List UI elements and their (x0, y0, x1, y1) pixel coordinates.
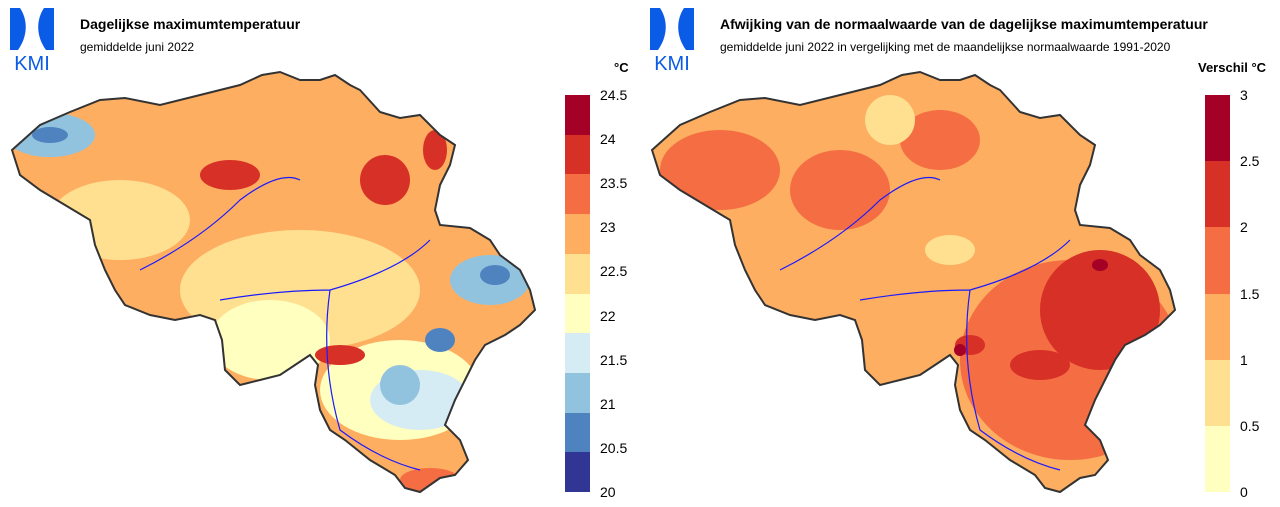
legend-tick-label: 1.5 (1240, 285, 1260, 302)
legend-tick-label: 24.5 (600, 87, 628, 103)
legend-tick-label: 23 (600, 219, 616, 236)
color-legend (565, 95, 590, 493)
right-panel: KMI Afwijking van de normaalwaarde van d… (640, 0, 1280, 507)
legend-tick-label: 2.5 (1240, 153, 1260, 170)
legend-tick-label: 21.5 (600, 351, 628, 368)
legend-swatch (565, 293, 590, 334)
legend-swatch (1205, 425, 1230, 493)
legend-tick-label: 22 (600, 307, 616, 324)
legend-swatch (565, 452, 590, 493)
legend-swatch (565, 253, 590, 294)
legend-swatch (565, 134, 590, 175)
legend-swatch (1205, 293, 1230, 360)
svg-text:KMI: KMI (14, 53, 50, 72)
legend-swatch (565, 412, 590, 453)
legend-swatch (1205, 359, 1230, 426)
legend-tick-label: 1 (1240, 351, 1248, 368)
legend-swatch (1205, 95, 1230, 162)
map-title: Afwijking van de normaalwaarde van de da… (720, 16, 1208, 32)
legend-unit: °C (614, 60, 629, 75)
legend-tick-label: 21 (600, 395, 616, 412)
kmi-logo: KMI (650, 8, 694, 72)
legend-tick-label: 20 (600, 484, 616, 500)
legend-swatch (565, 95, 590, 135)
color-legend (1205, 95, 1230, 493)
legend-tick-label: 23.5 (600, 175, 628, 192)
map-subtitle: gemiddelde juni 2022 in vergelijking met… (720, 40, 1171, 54)
legend-unit: Verschil °C (1198, 60, 1267, 75)
left-panel: KMI Dagelijkse maximumtemperatuur gemidd… (10, 8, 629, 500)
map-subtitle: gemiddelde juni 2022 (80, 40, 195, 54)
legend-tick-label: 22.5 (600, 263, 628, 280)
map-title: Dagelijkse maximumtemperatuur (80, 16, 301, 32)
legend-tick-label: 2 (1240, 219, 1248, 236)
legend-swatch (565, 214, 590, 254)
temperature-map (11, 71, 536, 493)
legend-tick-label: 0 (1240, 484, 1248, 500)
legend-tick-label: 24 (600, 131, 616, 148)
legend-swatch (565, 372, 590, 413)
kmi-logo: KMI (10, 8, 54, 72)
svg-text:KMI: KMI (654, 53, 690, 72)
legend-swatch (1205, 161, 1230, 228)
anomaly-map (651, 71, 1176, 493)
legend-tick-label: 0.5 (1240, 417, 1260, 434)
legend-swatch (565, 174, 590, 215)
legend-tick-label: 20.5 (600, 439, 628, 456)
legend-swatch (565, 333, 590, 373)
legend-tick-label: 3 (1240, 87, 1248, 103)
legend-swatch (1205, 227, 1230, 294)
